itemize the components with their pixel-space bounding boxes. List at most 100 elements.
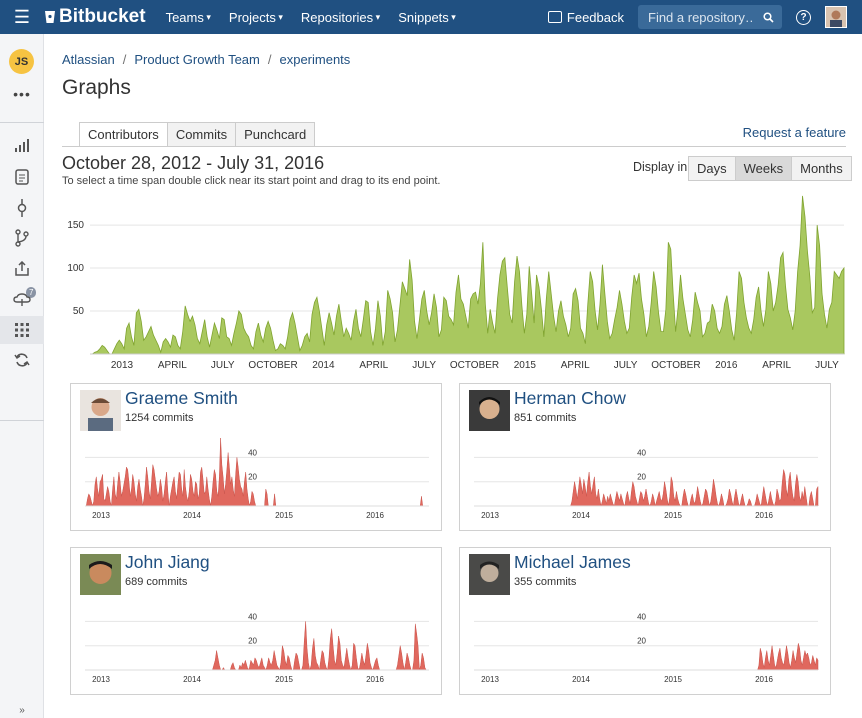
menu-icon[interactable]: ☰	[13, 6, 31, 27]
y-tick-label: 20	[248, 473, 257, 482]
x-tick-label: OCTOBER	[450, 360, 499, 371]
pull-requests-count-badge: 7	[26, 287, 37, 298]
date-range-help-text: To select a time span double click near …	[62, 175, 441, 187]
contributor-commit-count: 1254 commits	[125, 412, 194, 424]
y-tick-label: 40	[637, 448, 646, 457]
sidebar-item-commits[interactable]	[0, 194, 44, 222]
x-tick-label: 2013	[111, 360, 134, 371]
sidebar-item-source[interactable]	[0, 163, 44, 191]
y-tick-label: 20	[248, 637, 257, 646]
contributor-commits-chart[interactable]: 20 40 2013 2014 2015 2016	[71, 434, 441, 530]
snippets-menu[interactable]: Snippets	[398, 10, 456, 25]
x-tick-label: 2015	[664, 511, 682, 520]
display-granularity-toggle: Days Weeks Months	[688, 156, 852, 181]
more-icon[interactable]: •••	[13, 86, 31, 102]
contributor-name[interactable]: John Jiang	[125, 552, 210, 572]
search-icon[interactable]	[763, 11, 774, 23]
sidebar-item-pull-requests[interactable]	[0, 255, 44, 283]
y-tick-label: 40	[637, 612, 646, 621]
x-tick-label: 2014	[183, 675, 201, 684]
y-tick-label: 40	[248, 612, 257, 621]
x-tick-label: 2014	[572, 675, 590, 684]
x-tick-label: 2015	[664, 675, 682, 684]
contributor-card: Graeme Smith 1254 commits 20 40 2013 2014 20…	[70, 383, 442, 531]
y-tick-label: 20	[637, 637, 646, 646]
left-sidebar: JS ••• 7	[0, 34, 44, 718]
x-tick-label: 2016	[715, 360, 738, 371]
display-weeks-button[interactable]: Weeks	[734, 156, 793, 181]
y-tick-label: 50	[73, 306, 85, 317]
request-feature-link[interactable]: Request a feature	[742, 125, 846, 140]
breadcrumb-separator: /	[122, 52, 127, 67]
tab-commits[interactable]: Commits	[166, 122, 237, 147]
contributor-name[interactable]: Michael James	[514, 552, 631, 572]
projects-menu[interactable]: Projects	[229, 10, 283, 25]
contributor-commits-chart[interactable]: 20 40 2013 2014 2015 2016	[460, 434, 830, 530]
repository-search[interactable]	[638, 5, 782, 29]
x-tick-label: OCTOBER	[651, 360, 700, 371]
sidebar-item-graphs[interactable]	[0, 316, 44, 344]
contributor-card: Michael James 355 commits 20 40 2013 2014 20…	[459, 547, 831, 695]
x-tick-label: 2016	[755, 675, 773, 684]
x-tick-label: 2014	[572, 511, 590, 520]
x-tick-label: APRIL	[561, 360, 590, 371]
total-commits-area-chart[interactable]: 50 100 150 2013 APRIL JULY OCTOBER 2014 APRIL JUL…	[62, 190, 846, 375]
breadcrumb-experiments[interactable]: experiments	[279, 52, 351, 67]
display-months-button[interactable]: Months	[791, 156, 852, 181]
display-days-button[interactable]: Days	[688, 156, 736, 181]
brand-name: Bitbucket	[59, 6, 146, 27]
user-avatar-menu[interactable]	[825, 6, 847, 28]
search-input[interactable]	[646, 8, 756, 26]
contributor-avatar	[80, 554, 121, 595]
breadcrumb-atlassian[interactable]: Atlassian	[62, 52, 115, 67]
contributor-card: John Jiang 689 commits 20 40 2013 2014 2015 2…	[70, 547, 442, 695]
contributor-name[interactable]: Herman Chow	[514, 388, 626, 408]
contributor-commits-area[interactable]	[85, 437, 429, 507]
tab-contributors[interactable]: Contributors	[79, 122, 168, 147]
tab-punchcard[interactable]: Punchcard	[235, 122, 316, 147]
speech-bubble-icon	[547, 11, 562, 23]
teams-menu[interactable]: Teams	[166, 10, 211, 25]
contributor-commits-area[interactable]	[474, 643, 819, 671]
breadcrumb: Atlassian / Product Growth Team / experiment…	[62, 52, 350, 67]
x-tick-label: JULY	[412, 360, 436, 371]
contributor-avatar	[469, 554, 510, 595]
x-tick-label: APRIL	[762, 360, 791, 371]
sync-icon	[14, 353, 30, 367]
x-tick-label: 2013	[92, 511, 110, 520]
contributor-name[interactable]: Graeme Smith	[125, 388, 238, 408]
x-tick-label: 2015	[514, 360, 537, 371]
source-icon	[15, 169, 29, 185]
x-tick-label: 2016	[366, 511, 384, 520]
x-tick-label: 2015	[275, 675, 293, 684]
pipelines-icon	[13, 293, 31, 306]
bitbucket-logo[interactable]: Bitbucket	[44, 6, 146, 28]
display-in-label: Display in	[633, 160, 688, 174]
sidebar-item-overview[interactable]	[0, 132, 44, 160]
feedback-button[interactable]: Feedback	[547, 9, 624, 25]
contributor-commits-chart[interactable]: 20 40 2013 2014 2015 2016	[460, 598, 830, 694]
x-tick-label: OCTOBER	[248, 360, 297, 371]
contributor-card: Herman Chow 851 commits 20 40 2013 2014 2015…	[459, 383, 831, 531]
repositories-menu[interactable]: Repositories	[301, 10, 380, 25]
user-initials-avatar[interactable]: JS	[9, 49, 34, 74]
avatar-photo	[826, 7, 846, 27]
breadcrumb-separator: /	[267, 52, 272, 67]
feedback-label: Feedback	[566, 9, 624, 25]
x-tick-label: 2013	[92, 675, 110, 684]
help-icon[interactable]: ?	[796, 9, 811, 25]
y-tick-label: 20	[637, 473, 646, 482]
expand-sidebar-icon[interactable]: »	[19, 705, 25, 716]
contributor-avatar	[469, 390, 510, 431]
contributor-commits-chart[interactable]: 20 40 2013 2014 2015 2016	[71, 598, 441, 694]
x-tick-label: JULY	[211, 360, 235, 371]
y-tick-label: 100	[67, 263, 84, 274]
contributor-commits-area[interactable]	[474, 469, 819, 507]
sidebar-item-sync[interactable]	[0, 346, 44, 374]
sidebar-item-branches[interactable]	[0, 224, 44, 252]
x-tick-label: 2016	[366, 675, 384, 684]
graphs-icon	[15, 323, 29, 337]
sidebar-item-pipelines[interactable]	[0, 286, 44, 314]
commits-area-series[interactable]	[90, 195, 845, 355]
breadcrumb-product-growth-team[interactable]: Product Growth Team	[134, 52, 260, 67]
